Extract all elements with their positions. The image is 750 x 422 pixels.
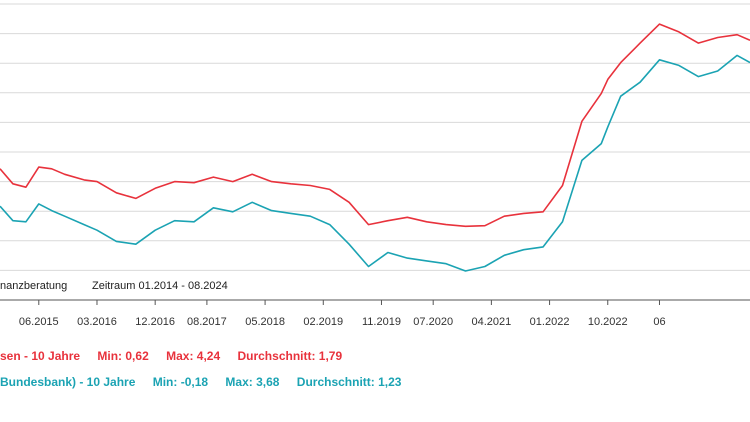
legend-max: Max: 3,68 — [225, 375, 280, 389]
x-tick-label: 04.2021 — [471, 316, 511, 328]
x-tick-label: 07.2020 — [413, 316, 453, 328]
legend-max: Max: 4,24 — [166, 349, 221, 363]
x-tick-label: 12.2016 — [135, 316, 175, 328]
period-annotation: Zeitraum 01.2014 - 08.2024 — [92, 280, 228, 292]
x-tick-label: 05.2018 — [245, 316, 285, 328]
series-layer — [0, 23, 750, 272]
legend-min: Min: -0,18 — [152, 375, 209, 389]
line-chart: nanzberatung Zeitraum 01.2014 - 08.2024 … — [0, 3, 750, 328]
legend-series-name: Bundesbank) - 10 Jahre — [0, 375, 136, 389]
grid — [0, 3, 750, 301]
x-tick-label: 11.2019 — [362, 316, 401, 328]
series-line-a — [0, 23, 750, 228]
legend-average: Durchschnitt: 1,23 — [296, 375, 402, 389]
legend-min: Min: 0,62 — [97, 349, 149, 363]
legend-entry-series-a: sen - 10 Jahre Min: 0,62 Max: 4,24 Durch… — [0, 349, 356, 363]
series-line-b — [0, 54, 750, 272]
axis — [0, 299, 750, 305]
legend-series-name: sen - 10 Jahre — [0, 349, 81, 363]
x-tick-labels: 06.2015 03.2016 12.2016 08.2017 05.2018 02.20… — [19, 316, 666, 328]
source-annotation: nanzberatung — [0, 280, 67, 292]
legend-entry-series-b: Bundesbank) - 10 Jahre Min: -0,18 Max: 3… — [0, 375, 415, 389]
x-tick-label: 06 — [653, 316, 665, 328]
legend-average: Durchschnitt: 1,79 — [237, 349, 343, 363]
x-tick-label: 10.2022 — [588, 316, 628, 328]
x-tick-label: 06.2015 — [19, 316, 59, 328]
x-tick-label: 08.2017 — [187, 316, 227, 328]
x-tick-label: 02.2019 — [303, 316, 343, 328]
x-tick-label: 01.2022 — [530, 316, 570, 328]
x-tick-label: 03.2016 — [77, 316, 117, 328]
